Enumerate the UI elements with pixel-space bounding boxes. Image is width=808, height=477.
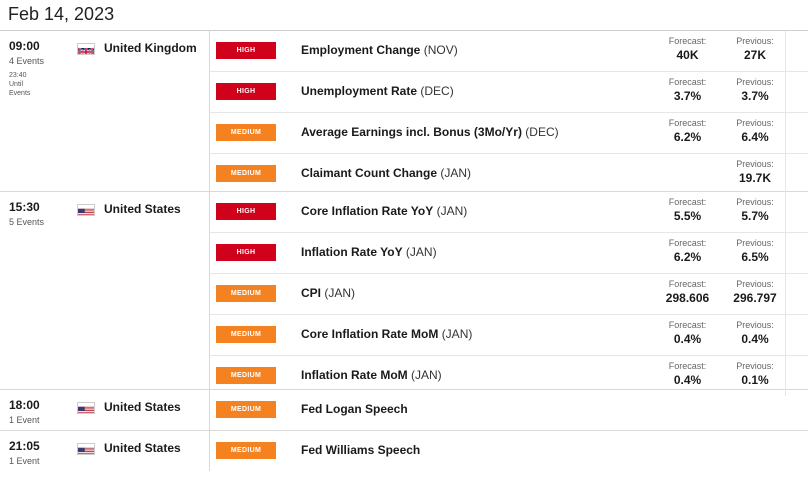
event-title[interactable]: Unemployment Rate (DEC) bbox=[301, 84, 454, 98]
impact-badge-high: HIGH bbox=[216, 203, 276, 220]
previous-cell: Previous: 0.4% bbox=[736, 320, 774, 346]
previous-cell: Previous: 0.1% bbox=[736, 361, 774, 387]
forecast-cell: Forecast: 0.4% bbox=[668, 361, 707, 387]
previous-cell: Previous: 27K bbox=[736, 36, 774, 62]
event-row[interactable]: HIGH Inflation Rate YoY (JAN) Forecast: 6… bbox=[210, 233, 808, 274]
forecast-cell: Forecast: 6.2% bbox=[668, 238, 707, 264]
impact-badge-medium: MEDIUM bbox=[216, 442, 276, 459]
previous-cell: Previous: 6.4% bbox=[736, 118, 774, 144]
uk-flag-icon bbox=[77, 43, 95, 55]
events-count: 1 Event bbox=[9, 456, 40, 466]
impact-badge-medium: MEDIUM bbox=[216, 285, 276, 302]
country-name: United States bbox=[104, 400, 181, 414]
event-row[interactable]: HIGH Core Inflation Rate YoY (JAN) Forec… bbox=[210, 192, 808, 233]
events-count: 4 Events bbox=[9, 56, 45, 66]
event-list: MEDIUM Fed Logan Speech bbox=[210, 390, 808, 430]
event-title[interactable]: Average Earnings incl. Bonus (3Mo/Yr) (D… bbox=[301, 125, 559, 139]
previous-cell: Previous: 296.797 bbox=[733, 279, 777, 305]
impact-badge-high: HIGH bbox=[216, 244, 276, 261]
event-row[interactable]: MEDIUM Claimant Count Change (JAN) Previ… bbox=[210, 154, 808, 194]
event-title[interactable]: Inflation Rate YoY (JAN) bbox=[301, 245, 437, 259]
event-row[interactable]: MEDIUM Core Inflation Rate MoM (JAN) For… bbox=[210, 315, 808, 356]
event-row[interactable]: HIGH Unemployment Rate (DEC) Forecast: 3.… bbox=[210, 72, 808, 113]
event-row[interactable]: MEDIUM Inflation Rate MoM (JAN) Forecast… bbox=[210, 356, 808, 396]
forecast-cell: Forecast: 6.2% bbox=[668, 118, 707, 144]
event-row[interactable]: MEDIUM Average Earnings incl. Bonus (3Mo… bbox=[210, 113, 808, 154]
group-info: 15:30 5 Events United States bbox=[0, 192, 209, 389]
event-row[interactable]: HIGH Employment Change (NOV) Forecast: 40… bbox=[210, 31, 808, 72]
country-name: United States bbox=[104, 441, 181, 455]
impact-badge-medium: MEDIUM bbox=[216, 367, 276, 384]
header-divider bbox=[0, 30, 808, 31]
event-title[interactable]: Fed Logan Speech bbox=[301, 402, 408, 416]
event-title[interactable]: Employment Change (NOV) bbox=[301, 43, 458, 57]
event-group-uk-0900: 09:00 4 Events 23:40 Until Events United… bbox=[0, 31, 808, 194]
country-name: United Kingdom bbox=[104, 41, 197, 55]
group-info: 18:00 1 Event United States bbox=[0, 390, 209, 430]
previous-cell: Previous: 5.7% bbox=[736, 197, 774, 223]
column-divider bbox=[209, 192, 210, 389]
impact-badge-high: HIGH bbox=[216, 42, 276, 59]
forecast-cell: Forecast: 40K bbox=[668, 36, 707, 62]
event-title[interactable]: Core Inflation Rate YoY (JAN) bbox=[301, 204, 468, 218]
forecast-cell: Forecast: 3.7% bbox=[668, 77, 707, 103]
event-time: 18:00 bbox=[9, 398, 40, 412]
event-title[interactable]: Claimant Count Change (JAN) bbox=[301, 166, 472, 180]
previous-cell: Previous: 6.5% bbox=[736, 238, 774, 264]
impact-badge-medium: MEDIUM bbox=[216, 401, 276, 418]
us-flag-icon bbox=[77, 443, 95, 455]
impact-badge-medium: MEDIUM bbox=[216, 165, 276, 182]
previous-cell: Previous: 3.7% bbox=[736, 77, 774, 103]
group-info: 09:00 4 Events 23:40 Until Events United… bbox=[0, 31, 209, 191]
date-header: Feb 14, 2023 bbox=[8, 4, 115, 24]
events-count: 5 Events bbox=[9, 217, 45, 227]
event-group-us-2105: 21:05 1 Event United States MEDIUM Fed W… bbox=[0, 431, 808, 471]
table-right-edge bbox=[785, 31, 786, 194]
column-divider bbox=[209, 390, 210, 430]
event-time: 15:30 bbox=[9, 200, 40, 214]
country-name: United States bbox=[104, 202, 181, 216]
column-divider bbox=[209, 31, 210, 191]
event-time: 09:00 bbox=[9, 39, 40, 53]
event-title[interactable]: Inflation Rate MoM (JAN) bbox=[301, 368, 442, 382]
impact-badge-medium: MEDIUM bbox=[216, 124, 276, 141]
previous-cell: Previous: 19.7K bbox=[736, 159, 774, 185]
forecast-cell: Forecast: 5.5% bbox=[668, 197, 707, 223]
impact-badge-medium: MEDIUM bbox=[216, 326, 276, 343]
us-flag-icon bbox=[77, 402, 95, 414]
events-count: 1 Event bbox=[9, 415, 40, 425]
forecast-cell: Forecast: 0.4% bbox=[668, 320, 707, 346]
us-flag-icon bbox=[77, 204, 95, 216]
event-time: 21:05 bbox=[9, 439, 40, 453]
group-info: 21:05 1 Event United States bbox=[0, 431, 209, 471]
event-title[interactable]: CPI (JAN) bbox=[301, 286, 356, 300]
until-events-note: 23:40 Until Events bbox=[9, 72, 31, 97]
event-list: MEDIUM Fed Williams Speech bbox=[210, 431, 808, 471]
forecast-cell: Forecast: 298.606 bbox=[665, 279, 710, 305]
event-list: HIGH Employment Change (NOV) Forecast: 40… bbox=[210, 31, 808, 194]
event-title[interactable]: Core Inflation Rate MoM (JAN) bbox=[301, 327, 473, 341]
event-title[interactable]: Fed Williams Speech bbox=[301, 443, 421, 457]
event-row[interactable]: MEDIUM Fed Williams Speech bbox=[210, 431, 808, 471]
impact-badge-high: HIGH bbox=[216, 83, 276, 100]
event-row[interactable]: MEDIUM CPI (JAN) Forecast: 298.606 Previo… bbox=[210, 274, 808, 315]
table-right-edge bbox=[785, 192, 786, 396]
event-group-us-1800: 18:00 1 Event United States MEDIUM Fed L… bbox=[0, 390, 808, 431]
event-group-us-1530: 15:30 5 Events United States HIGH Core I… bbox=[0, 192, 808, 396]
event-row[interactable]: MEDIUM Fed Logan Speech bbox=[210, 390, 808, 430]
event-list: HIGH Core Inflation Rate YoY (JAN) Forec… bbox=[210, 192, 808, 396]
column-divider bbox=[209, 431, 210, 471]
